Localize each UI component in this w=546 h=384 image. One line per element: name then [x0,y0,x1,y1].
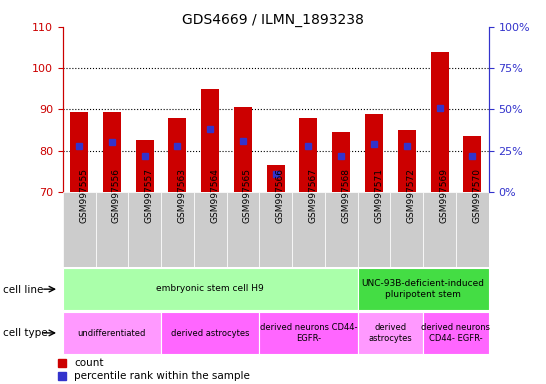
Text: GSM997570: GSM997570 [472,168,481,223]
Bar [201,89,219,192]
Text: cell type: cell type [3,328,48,338]
Text: GSM997563: GSM997563 [177,168,186,223]
Text: percentile rank within the sample: percentile rank within the sample [74,371,250,381]
Text: GSM997556: GSM997556 [112,168,121,223]
Bar [332,132,351,192]
Bar [299,118,317,192]
Bar [227,192,259,267]
Bar [70,111,88,192]
Bar [456,192,489,267]
Bar [423,312,489,354]
Text: derived astrocytes: derived astrocytes [171,329,250,338]
Bar [463,136,482,192]
Text: GSM997564: GSM997564 [210,168,219,223]
Bar [259,312,358,354]
Text: GSM997567: GSM997567 [308,168,317,223]
Bar [128,192,161,267]
Bar [397,130,416,192]
Bar [194,192,227,267]
Text: derived neurons CD44-
EGFR-: derived neurons CD44- EGFR- [260,323,357,343]
Text: GSM997557: GSM997557 [145,168,153,223]
Bar [325,192,358,267]
Bar [259,192,292,267]
Text: GSM997555: GSM997555 [79,168,88,223]
Bar [63,268,358,310]
Bar [358,192,390,267]
Text: GDS4669 / ILMN_1893238: GDS4669 / ILMN_1893238 [182,13,364,27]
Bar [365,114,383,192]
Bar [390,192,423,267]
Text: cell line: cell line [3,285,43,295]
Bar [423,192,456,267]
Text: count: count [74,358,104,368]
Bar [358,268,489,310]
Bar [136,141,154,192]
Text: GSM997569: GSM997569 [440,168,448,223]
Bar [292,192,325,267]
Text: undifferentiated: undifferentiated [78,329,146,338]
Bar [430,52,449,192]
Text: GSM997566: GSM997566 [276,168,284,223]
Text: derived
astrocytes: derived astrocytes [369,323,412,343]
Text: embryonic stem cell H9: embryonic stem cell H9 [156,285,264,293]
Bar [266,165,285,192]
Text: GSM997572: GSM997572 [407,168,416,223]
Text: GSM997565: GSM997565 [243,168,252,223]
Text: GSM997568: GSM997568 [341,168,350,223]
Text: derived neurons
CD44- EGFR-: derived neurons CD44- EGFR- [422,323,490,343]
Bar [161,192,194,267]
Bar [63,192,96,267]
Bar [96,192,128,267]
Bar [358,312,423,354]
Bar [161,312,259,354]
Bar [63,312,161,354]
Text: UNC-93B-deficient-induced
pluripotent stem: UNC-93B-deficient-induced pluripotent st… [361,279,485,299]
Bar [168,118,187,192]
Text: GSM997571: GSM997571 [374,168,383,223]
Bar [103,111,121,192]
Bar [234,108,252,192]
